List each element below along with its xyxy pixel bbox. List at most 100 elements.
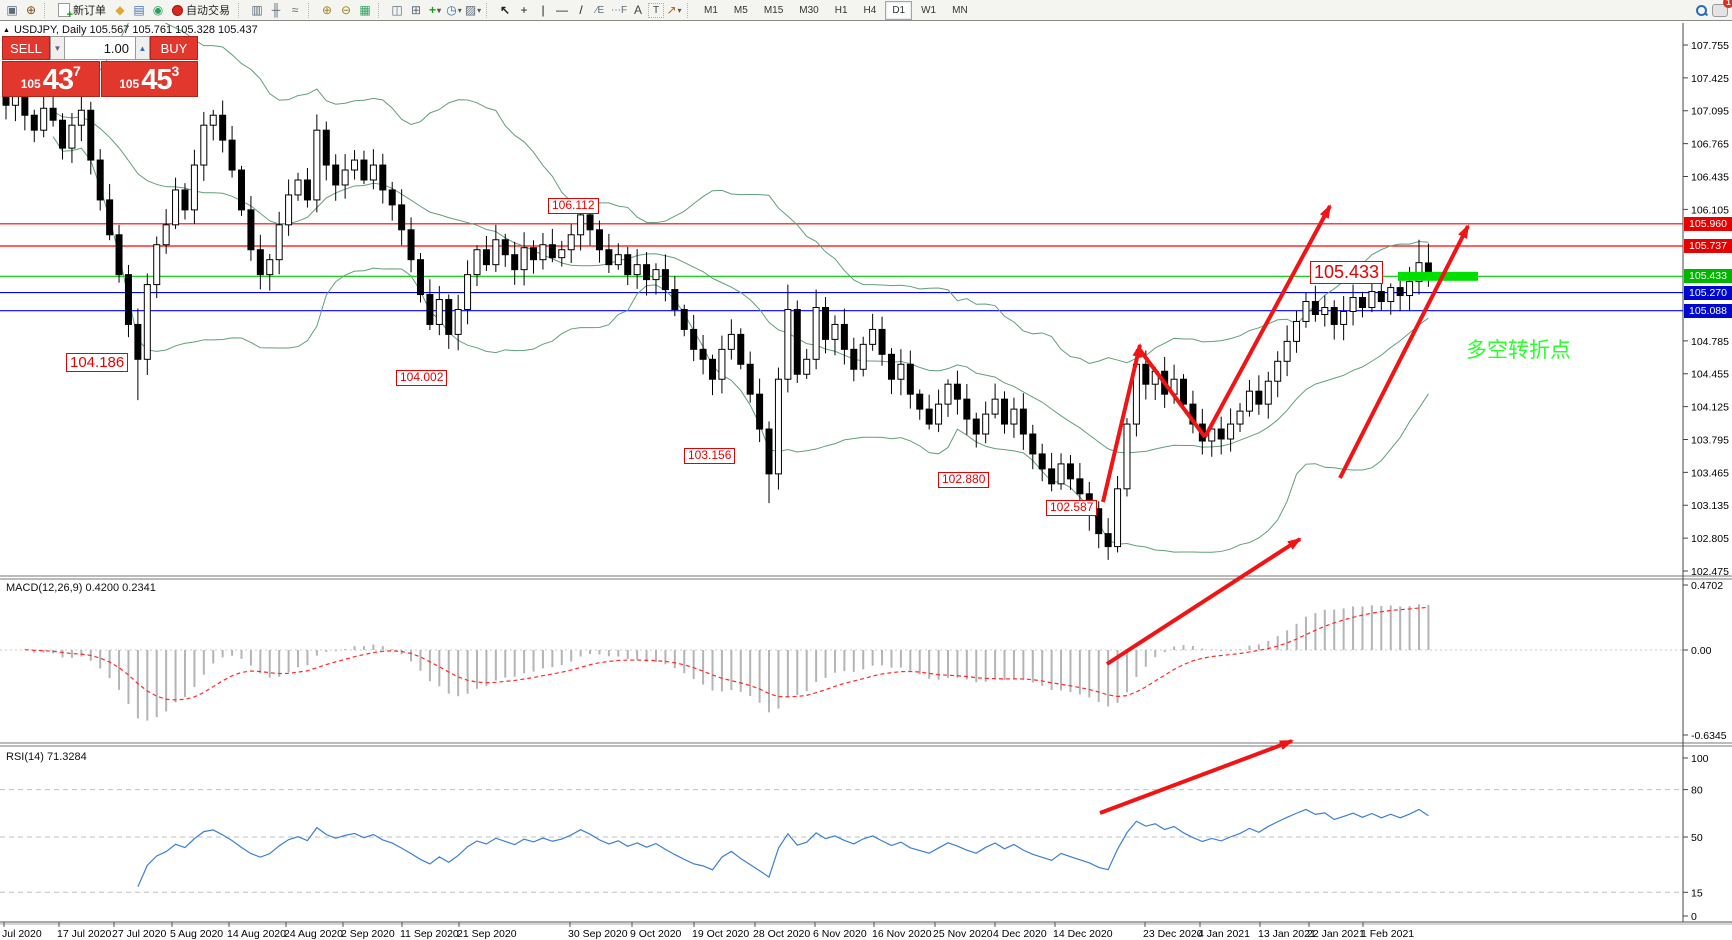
- signal-icon[interactable]: ◉: [152, 3, 164, 17]
- buy-button[interactable]: BUY: [150, 36, 198, 60]
- macd-label: MACD(12,26,9) 0.4200 0.2341: [6, 582, 156, 594]
- tile-windows-icon[interactable]: ▦: [359, 3, 371, 17]
- timeframe-MN[interactable]: MN: [952, 4, 968, 16]
- trend-arrow[interactable]: [1203, 204, 1332, 438]
- shapes-icon[interactable]: ↗ ▾: [666, 3, 682, 17]
- autotrading-icon: [172, 4, 183, 16]
- timeframe-D1[interactable]: D1: [885, 0, 913, 20]
- indicator-window-icon[interactable]: ◫: [391, 3, 403, 17]
- x-axis-date-label: 5 Aug 2020: [170, 928, 223, 940]
- buy-price-prefix: 105: [119, 77, 140, 91]
- toolbar-separator: [378, 2, 384, 18]
- chart-window-icon[interactable]: ▣: [6, 3, 18, 17]
- y-axis-tick-label: 107.755: [1691, 40, 1729, 52]
- x-axis-date-label: 22 Jan 2021: [1307, 928, 1365, 940]
- crosshair-icon[interactable]: +: [520, 3, 528, 17]
- cursor-icon[interactable]: ↖: [499, 3, 511, 17]
- label-icon[interactable]: T: [648, 2, 664, 18]
- trend-arrow[interactable]: [1099, 739, 1294, 815]
- bucket-icon[interactable]: ◆: [115, 3, 125, 17]
- volume-input[interactable]: 1.00: [65, 36, 135, 60]
- crosshair-zoom-icon[interactable]: ⊕: [25, 3, 37, 17]
- add-indicator-icon[interactable]: + ▾: [428, 3, 442, 17]
- vertical-line-icon[interactable]: |: [541, 3, 545, 17]
- toolbar-separator: [238, 2, 244, 18]
- profiles-icon[interactable]: ▤: [133, 3, 145, 17]
- trend-arrow[interactable]: [1105, 537, 1302, 666]
- buy-price-sup: 3: [171, 63, 180, 79]
- volume-down-button[interactable]: ▼: [50, 36, 65, 60]
- notification-icon[interactable]: 1: [1711, 0, 1732, 19]
- macd-axis-label: 0.4702: [1691, 580, 1723, 592]
- main-panel[interactable]: [0, 8, 1683, 560]
- chart-note-text[interactable]: 多空转折点: [1466, 339, 1571, 362]
- caret-down-icon: ▾: [437, 5, 442, 15]
- y-axis-tick-label: 104.785: [1691, 336, 1729, 348]
- new-order-button[interactable]: 新订单: [54, 2, 110, 21]
- rsi-axis-label: 50: [1691, 832, 1703, 844]
- autotrading-button[interactable]: 自动交易: [168, 2, 234, 19]
- price-annotation[interactable]: 104.186: [66, 353, 129, 373]
- indicator-list-icon[interactable]: ⊞: [410, 3, 422, 17]
- fibonacci-icon[interactable]: ⋯F: [610, 4, 628, 16]
- text-icon[interactable]: A: [633, 3, 642, 17]
- y-axis-tick-label: 103.795: [1691, 434, 1729, 446]
- timeframe-M1[interactable]: M1: [704, 4, 718, 16]
- candle-chart-icon[interactable]: ╫: [271, 3, 281, 17]
- sell-price-prefix: 105: [20, 77, 41, 91]
- toolbar-separator: [308, 2, 314, 18]
- price-annotation[interactable]: 103.156: [684, 448, 736, 464]
- trend-arrow[interactable]: [1338, 224, 1470, 479]
- candlestick-series: [2, 75, 1432, 560]
- price-annotation[interactable]: 104.002: [396, 370, 448, 386]
- rsi-panel[interactable]: [0, 789, 1683, 893]
- trend-arrow[interactable]: [1101, 343, 1143, 503]
- timeframe-M15[interactable]: M15: [763, 4, 784, 16]
- price-annotation[interactable]: 102.880: [938, 472, 990, 488]
- trend-arrow[interactable]: [1138, 348, 1207, 439]
- x-axis-date-label: 16 Nov 2020: [872, 928, 932, 940]
- timeframe-M30[interactable]: M30: [799, 4, 819, 16]
- rsi-line[interactable]: [137, 808, 1429, 887]
- toolbar-separator: [44, 2, 50, 18]
- chart-title-text: USDJPY, Daily 105.567 105.761 105.328 10…: [13, 24, 258, 36]
- bollinger-lower-band[interactable]: [52, 136, 1429, 553]
- x-axis-date-label: 4 Jan 2021: [1198, 928, 1250, 940]
- macd-panel[interactable]: [0, 604, 1683, 721]
- x-axis-date-label: 30 Sep 2020: [568, 928, 628, 940]
- x-axis-date-label: 9 Oct 2020: [630, 928, 682, 940]
- sell-quote[interactable]: 105 43 7: [2, 61, 100, 97]
- buy-quote[interactable]: 105 45 3: [100, 61, 198, 97]
- search-icon[interactable]: [1692, 2, 1710, 19]
- price-annotation[interactable]: 105.433: [1310, 261, 1384, 284]
- template-icon[interactable]: ▨ ▾: [464, 3, 482, 17]
- price-tag-105-960: 105.960: [1684, 216, 1732, 231]
- zoom-in-icon[interactable]: ⊕: [321, 3, 333, 17]
- timeframe-H1[interactable]: H1: [834, 4, 848, 16]
- line-chart-icon[interactable]: ≈: [291, 3, 299, 17]
- zoom-out-icon[interactable]: ⊖: [340, 3, 352, 17]
- x-axis-date-label: 2 Sep 2020: [341, 928, 395, 940]
- bollinger-upper-band[interactable]: [52, 8, 1429, 365]
- volume-up-button[interactable]: ▲: [135, 36, 150, 60]
- macd-signal-line[interactable]: [24, 606, 1429, 701]
- x-axis-date-label: 6 Nov 2020: [813, 928, 867, 940]
- timeframe-M5[interactable]: M5: [733, 4, 748, 16]
- support-zone-bar[interactable]: [1398, 271, 1478, 281]
- toolbar: ▣ ⊕ 新订单 ◆ ▤ ◉ 自动交易 ▥ ╫ ≈ ⊕ ⊖ ▦ ◫ ⊞ +▾ ◷▾…: [0, 0, 1732, 21]
- bar-chart-icon[interactable]: ▥: [251, 3, 263, 17]
- price-tag-105-088: 105.088: [1684, 303, 1732, 318]
- timeframe-W1[interactable]: W1: [921, 4, 937, 16]
- trendline-icon[interactable]: /: [579, 3, 583, 17]
- channel-icon[interactable]: ∕E: [595, 4, 605, 16]
- sell-button[interactable]: SELL: [2, 36, 50, 60]
- chart-marker-icon: ▲: [3, 26, 10, 34]
- timeframe-H4[interactable]: H4: [863, 4, 877, 16]
- horizontal-line-icon[interactable]: —: [556, 3, 568, 17]
- period-clock-icon[interactable]: ◷ ▾: [446, 3, 462, 17]
- bollinger-middle-band[interactable]: [52, 111, 1429, 454]
- price-annotation[interactable]: 106.112: [548, 198, 599, 214]
- price-annotation[interactable]: 102.587: [1046, 500, 1098, 516]
